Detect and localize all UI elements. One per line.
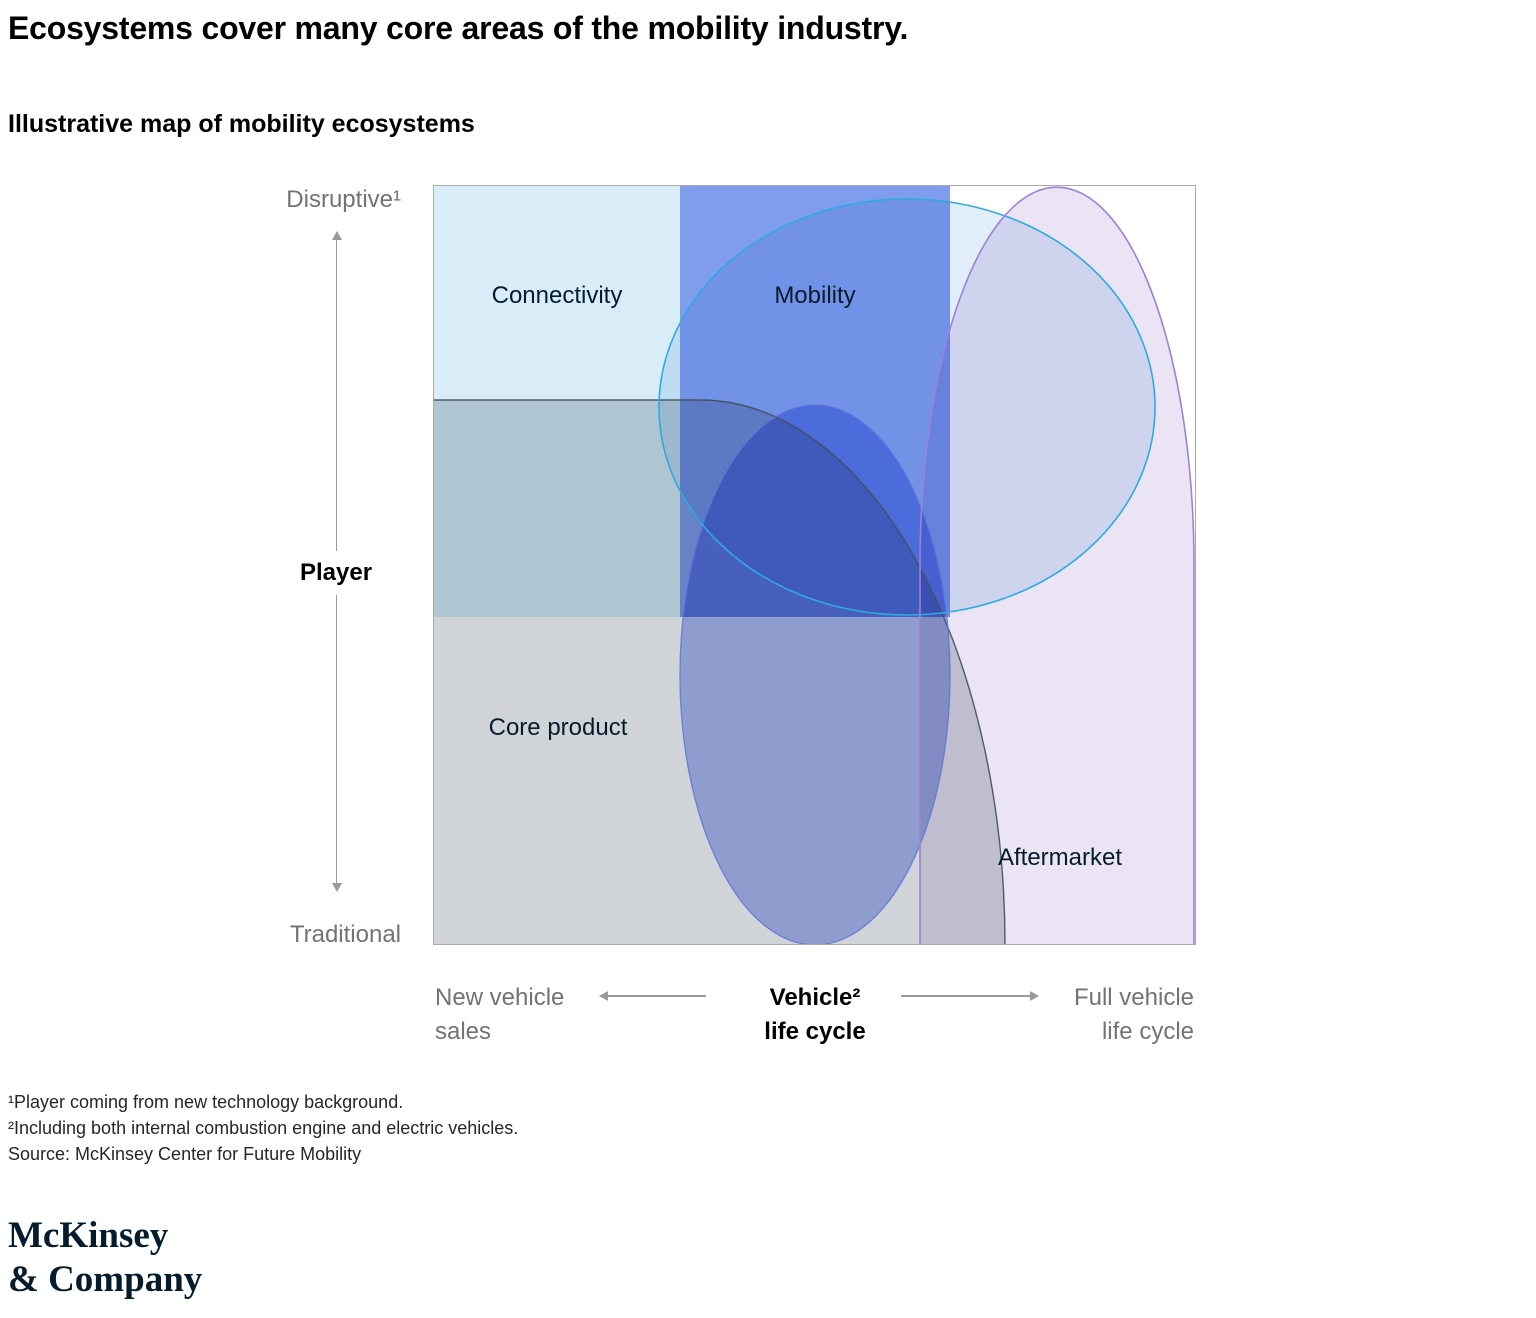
arrow-up-icon [331,231,342,240]
x-axis-right-arrow-line [901,995,1031,997]
logo-line-2: & Company [8,1259,203,1300]
arrow-right-icon [1030,991,1039,1001]
mobility-label: Mobility [774,282,856,309]
aftermarket-outline [919,186,1195,945]
footnotes: ¹Player coming from new technology backg… [8,1089,518,1167]
logo-line-1: McKinsey [8,1215,169,1256]
arrow-left-icon [599,991,608,1001]
ecosystem-shapes [433,185,1196,945]
x-axis-left-arrow [599,990,706,1002]
ecosystem-map: Connectivity Mobility Core product After… [433,185,1196,945]
footnote-2: ²Including both internal combustion engi… [8,1118,519,1138]
x-axis-title: Vehicle² life cycle [764,984,866,1045]
footnote-1: ¹Player coming from new technology backg… [8,1092,404,1112]
footnote-source: Source: McKinsey Center for Future Mobil… [8,1144,362,1164]
y-axis-title: Player [261,551,411,595]
aftermarket-label: Aftermarket [997,844,1123,871]
core-product-outline [433,399,1006,945]
mobility-ellipse [680,405,950,945]
x-axis-left-label: New vehicle sales [435,984,565,1045]
x-axis-right-label: Full vehicle life cycle [1073,984,1194,1045]
mckinsey-logo: McKinsey & Company [8,1214,202,1302]
arrow-down-icon [331,883,342,892]
connectivity-label: Connectivity [491,282,623,309]
x-axis-left-arrow-line [607,995,706,997]
chart-subtitle: Illustrative map of mobility ecosystems [8,110,475,138]
y-axis-top-label: Disruptive¹ [286,186,401,213]
y-axis-bottom-label: Traditional [289,921,401,948]
x-axis-right-arrow [901,990,1039,1002]
connectivity-ellipse-outline [658,198,1156,616]
page-title: Ecosystems cover many core areas of the … [8,10,909,46]
plot-border [433,185,1196,945]
mobility-ellipse-outline [679,404,951,945]
core-product-label: Core product [488,714,628,741]
